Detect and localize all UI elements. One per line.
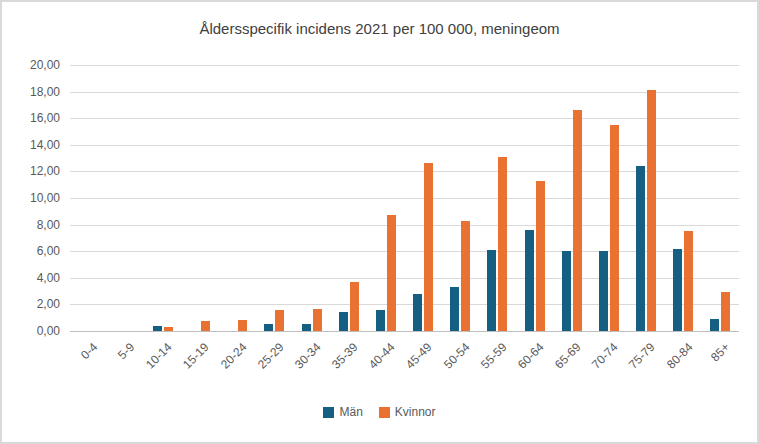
bar-kvinnor-50-54	[461, 221, 470, 331]
x-tick-label: 30-34	[292, 340, 324, 372]
x-tick-label: 15-19	[180, 340, 212, 372]
bar-man-40-44	[376, 310, 385, 331]
bar-kvinnor-20-24	[238, 320, 247, 331]
x-tick-label: 10-14	[143, 340, 175, 372]
y-tick-label: 16,00	[2, 111, 60, 125]
bar-man-55-59	[487, 250, 496, 331]
x-tick-label: 85+	[708, 340, 732, 364]
bar-man-30-34	[302, 324, 311, 331]
y-tick-label: 18,00	[2, 85, 60, 99]
bar-man-65-69	[562, 251, 571, 331]
gridline	[70, 92, 739, 93]
x-tick-label: 80-84	[664, 340, 696, 372]
x-tick-label: 65-69	[552, 340, 584, 372]
y-tick-label: 8,00	[2, 218, 60, 232]
bar-man-35-39	[339, 312, 348, 331]
x-tick-label: 75-79	[626, 340, 658, 372]
bar-kvinnor-55-59	[498, 157, 507, 331]
bar-kvinnor-45-49	[424, 163, 433, 331]
bar-man-50-54	[450, 287, 459, 331]
legend-label-man: Män	[339, 405, 362, 419]
bar-man-85+	[710, 319, 719, 331]
bar-kvinnor-80-84	[684, 231, 693, 331]
man-series-swatch-icon	[323, 407, 334, 418]
gridline	[70, 65, 739, 66]
x-tick-label: 20-24	[218, 340, 250, 372]
bar-kvinnor-15-19	[201, 321, 210, 331]
plot-area	[70, 66, 739, 332]
y-tick-label: 10,00	[2, 191, 60, 205]
y-tick-label: 20,00	[2, 58, 60, 72]
bar-kvinnor-30-34	[313, 309, 322, 331]
chart: Åldersspecifik incidens 2021 per 100 000…	[0, 0, 759, 444]
bar-kvinnor-25-29	[275, 310, 284, 331]
legend-item-kvinnor: Kvinnor	[379, 405, 436, 419]
bar-kvinnor-85+	[721, 292, 730, 331]
y-tick-label: 2,00	[2, 297, 60, 311]
bar-man-60-64	[525, 230, 534, 331]
x-tick-label: 5-9	[115, 340, 137, 362]
kvinnor-series-swatch-icon	[379, 407, 390, 418]
y-tick-label: 0,00	[2, 324, 60, 338]
y-tick-label: 14,00	[2, 138, 60, 152]
bar-kvinnor-70-74	[610, 125, 619, 331]
legend: Män Kvinnor	[2, 405, 757, 419]
x-tick-label: 40-44	[366, 340, 398, 372]
bar-kvinnor-75-79	[647, 90, 656, 331]
bar-man-80-84	[673, 249, 682, 331]
x-tick-label: 35-39	[329, 340, 361, 372]
bar-man-25-29	[264, 324, 273, 331]
x-tick-label: 50-54	[441, 340, 473, 372]
y-tick-label: 4,00	[2, 271, 60, 285]
bar-man-75-79	[636, 166, 645, 331]
bar-kvinnor-60-64	[536, 181, 545, 331]
y-tick-label: 6,00	[2, 244, 60, 258]
bar-kvinnor-65-69	[573, 110, 582, 331]
x-tick-label: 70-74	[589, 340, 621, 372]
legend-label-kvinnor: Kvinnor	[395, 405, 436, 419]
gridline	[70, 118, 739, 119]
x-tick-label: 60-64	[515, 340, 547, 372]
bar-kvinnor-10-14	[164, 327, 173, 331]
chart-title: Åldersspecifik incidens 2021 per 100 000…	[2, 20, 757, 37]
x-tick-label: 0-4	[78, 340, 100, 362]
legend-item-man: Män	[323, 405, 362, 419]
bar-man-70-74	[599, 251, 608, 331]
bar-kvinnor-40-44	[387, 215, 396, 331]
bar-kvinnor-35-39	[350, 282, 359, 331]
gridline	[70, 145, 739, 146]
bar-man-10-14	[153, 326, 162, 331]
x-axis-line	[70, 331, 739, 332]
x-tick-label: 55-59	[478, 340, 510, 372]
x-tick-label: 45-49	[403, 340, 435, 372]
y-tick-label: 12,00	[2, 164, 60, 178]
x-tick-label: 25-29	[255, 340, 287, 372]
bar-man-45-49	[413, 294, 422, 331]
